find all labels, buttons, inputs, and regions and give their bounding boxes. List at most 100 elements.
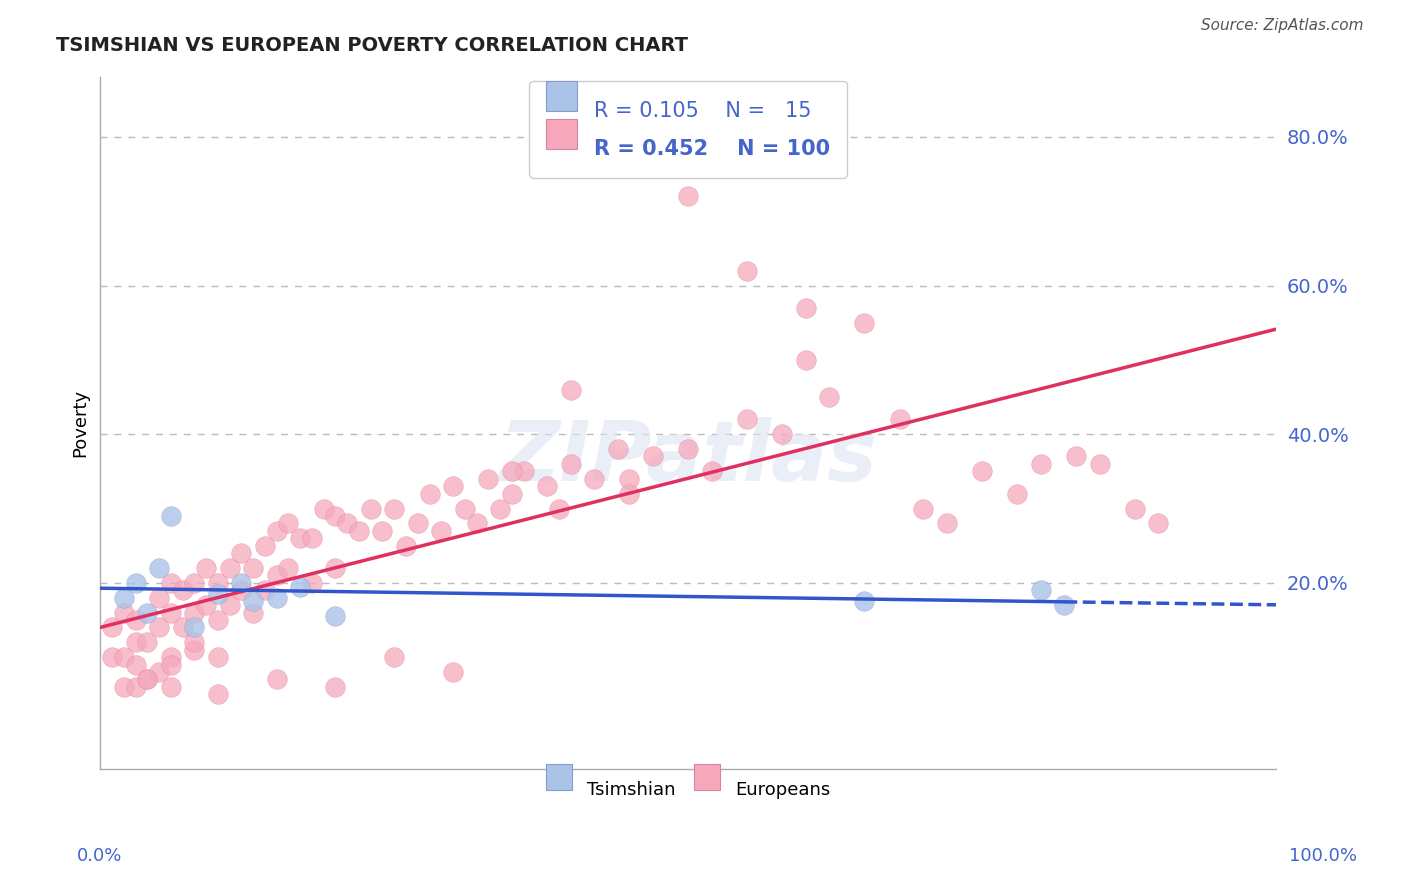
Point — [183, 642, 205, 657]
Point — [112, 591, 135, 605]
Point — [312, 501, 335, 516]
Point — [1064, 450, 1087, 464]
Point — [347, 524, 370, 538]
Point — [1053, 598, 1076, 612]
Point — [112, 606, 135, 620]
Point — [266, 524, 288, 538]
Point — [183, 606, 205, 620]
Point — [454, 501, 477, 516]
Point — [325, 561, 347, 575]
Point — [124, 657, 146, 672]
Point — [619, 472, 641, 486]
Point — [124, 613, 146, 627]
Point — [277, 516, 299, 531]
Point — [489, 501, 512, 516]
Point — [735, 412, 758, 426]
Point — [794, 301, 817, 315]
Point — [441, 479, 464, 493]
Point — [183, 635, 205, 649]
Point — [336, 516, 359, 531]
Point — [1123, 501, 1146, 516]
Point — [172, 583, 194, 598]
Point — [231, 575, 253, 590]
Point — [371, 524, 394, 538]
Point — [794, 352, 817, 367]
Point — [360, 501, 382, 516]
Point — [501, 464, 523, 478]
Point — [160, 657, 183, 672]
Point — [853, 316, 876, 330]
Point — [512, 464, 534, 478]
Point — [183, 575, 205, 590]
Point — [136, 673, 159, 687]
Point — [676, 189, 699, 203]
Point — [266, 591, 288, 605]
Point — [136, 635, 159, 649]
Point — [619, 486, 641, 500]
Point — [912, 501, 935, 516]
Point — [395, 539, 418, 553]
Point — [207, 587, 229, 601]
Point — [148, 561, 170, 575]
Text: TSIMSHIAN VS EUROPEAN POVERTY CORRELATION CHART: TSIMSHIAN VS EUROPEAN POVERTY CORRELATIO… — [56, 36, 689, 54]
Point — [242, 561, 264, 575]
Point — [242, 594, 264, 608]
Point — [970, 464, 993, 478]
Point — [889, 412, 911, 426]
Point — [770, 427, 793, 442]
Point — [195, 561, 218, 575]
Point — [465, 516, 488, 531]
Point — [101, 620, 124, 634]
Point — [583, 472, 606, 486]
Point — [735, 263, 758, 277]
Point — [218, 561, 240, 575]
Point — [218, 598, 240, 612]
Point — [418, 486, 440, 500]
Point — [290, 580, 312, 594]
Text: 100.0%: 100.0% — [1289, 847, 1357, 864]
Point — [430, 524, 453, 538]
Point — [277, 561, 299, 575]
Point — [853, 594, 876, 608]
Text: Source: ZipAtlas.com: Source: ZipAtlas.com — [1201, 18, 1364, 33]
Point — [325, 680, 347, 694]
Point — [1007, 486, 1029, 500]
Point — [935, 516, 957, 531]
Point — [1029, 583, 1052, 598]
Point — [560, 383, 582, 397]
Point — [101, 650, 124, 665]
Point — [253, 539, 276, 553]
Point — [266, 568, 288, 582]
Point — [441, 665, 464, 679]
Point — [700, 464, 723, 478]
Y-axis label: Poverty: Poverty — [72, 389, 89, 457]
Text: ZIPatlas: ZIPatlas — [499, 417, 877, 498]
Point — [160, 508, 183, 523]
Point — [231, 546, 253, 560]
Point — [112, 680, 135, 694]
Point — [160, 575, 183, 590]
Point — [301, 575, 323, 590]
Point — [676, 442, 699, 456]
Point — [148, 620, 170, 634]
Point — [266, 673, 288, 687]
Point — [1147, 516, 1170, 531]
Point — [183, 620, 205, 634]
Point — [136, 606, 159, 620]
Point — [136, 673, 159, 687]
Point — [1088, 457, 1111, 471]
Point — [477, 472, 499, 486]
Point — [818, 390, 841, 404]
Point — [112, 650, 135, 665]
Point — [382, 650, 405, 665]
Point — [124, 635, 146, 649]
Point — [195, 598, 218, 612]
Point — [641, 450, 664, 464]
Point — [606, 442, 628, 456]
Point — [536, 479, 558, 493]
Point — [124, 575, 146, 590]
Point — [501, 486, 523, 500]
Point — [207, 687, 229, 701]
Point — [325, 609, 347, 624]
Point — [382, 501, 405, 516]
